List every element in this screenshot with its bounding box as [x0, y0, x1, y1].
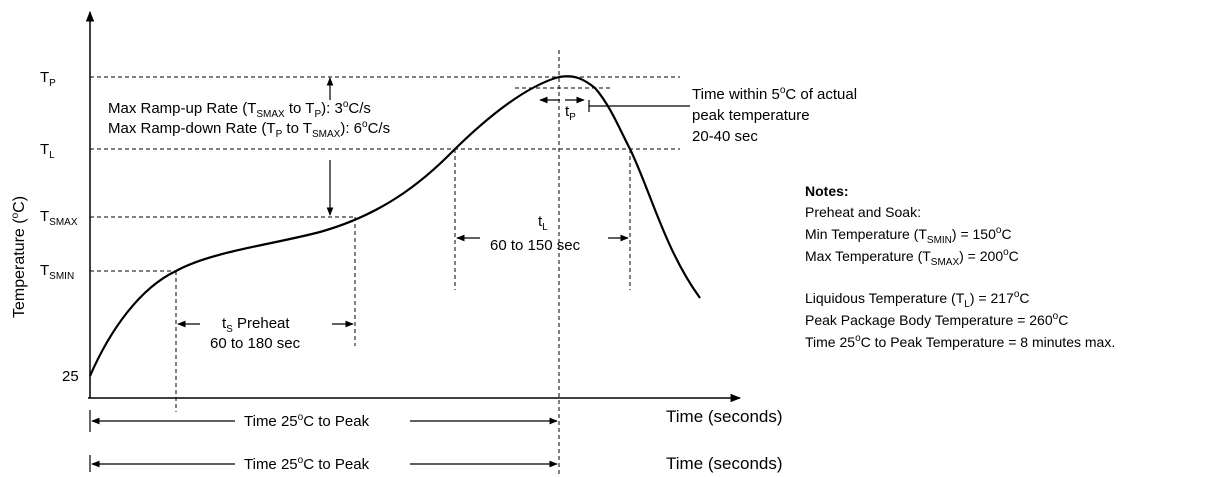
notes-time-to-peak: Time 25oC to Peak Temperature = 8 minute…: [805, 333, 1115, 350]
ramp-up-rate-text: Max Ramp-up Rate (TSMAX to TP): 3oC/s: [108, 99, 371, 120]
notes-min-temp: Min Temperature (TSMIN) = 150oC: [805, 225, 1012, 246]
time-peak-label: Time 25oC to Peak: [244, 412, 370, 430]
ramp-down-rate-text: Max Ramp-down Rate (TP to TSMAX): 6oC/s: [108, 119, 390, 140]
time-peak-label-ghost: Time 25oC to Peak: [244, 455, 370, 473]
peak-note-line1: Time within 5oC of actual: [692, 85, 857, 103]
tick-label-25: 25: [62, 368, 79, 385]
tick-label-tsmin: TSMIN: [40, 262, 74, 282]
notes-title: Notes:: [805, 183, 849, 199]
notes-preheat: Preheat and Soak:: [805, 204, 921, 220]
notes-peak-body-temp: Peak Package Body Temperature = 260oC: [805, 311, 1068, 328]
reflow-profile-curve: [88, 75, 701, 377]
y-axis-label: Temperature (oC): [10, 196, 28, 318]
ts-range: 60 to 180 sec: [210, 335, 301, 352]
x-axis-label-ghost: Time (seconds): [666, 454, 783, 473]
tp-label: tP: [565, 103, 576, 123]
tick-label-tl: TL: [40, 141, 55, 161]
tick-label-tsmax: TSMAX: [40, 208, 78, 228]
tick-label-tp: TP: [40, 69, 56, 89]
peak-note-line2: peak temperature: [692, 107, 810, 124]
notes-max-temp: Max Temperature (TSMAX) = 200oC: [805, 247, 1019, 268]
x-axis-label: Time (seconds): [666, 407, 783, 426]
notes-liquidous-temp: Liquidous Temperature (TL) = 217oC: [805, 289, 1030, 310]
ts-label: tS Preheat: [222, 315, 290, 335]
tl-range: 60 to 150 sec: [490, 237, 581, 254]
tl-label: tL: [538, 213, 548, 233]
peak-note-line3: 20-40 sec: [692, 128, 758, 145]
